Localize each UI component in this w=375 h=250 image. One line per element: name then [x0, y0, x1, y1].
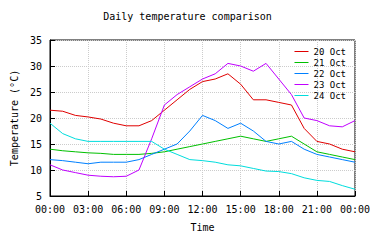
svg-text:21:00: 21:00	[302, 204, 332, 215]
svg-text:18:00: 18:00	[264, 204, 294, 215]
svg-text:Time: Time	[190, 222, 214, 233]
svg-text:23 Oct: 23 Oct	[313, 80, 346, 90]
svg-text:03:00: 03:00	[73, 204, 103, 215]
svg-text:30: 30	[30, 61, 42, 72]
svg-text:22 Oct: 22 Oct	[313, 69, 346, 79]
svg-text:09:00: 09:00	[149, 204, 179, 215]
svg-text:15:00: 15:00	[226, 204, 256, 215]
svg-text:00:00: 00:00	[340, 204, 370, 215]
svg-text:12:00: 12:00	[187, 204, 217, 215]
svg-text:10: 10	[30, 165, 42, 176]
svg-text:Daily temperature comparison: Daily temperature comparison	[103, 11, 272, 22]
svg-text:21 Oct: 21 Oct	[313, 58, 346, 68]
svg-text:06:00: 06:00	[111, 204, 141, 215]
svg-text:35: 35	[30, 35, 42, 46]
svg-text:00:00: 00:00	[35, 204, 65, 215]
svg-text:Temperature (°C): Temperature (°C)	[9, 70, 20, 166]
svg-text:15: 15	[30, 139, 42, 150]
svg-text:24 Oct: 24 Oct	[313, 91, 346, 101]
svg-text:20 Oct: 20 Oct	[313, 47, 346, 57]
svg-text:25: 25	[30, 87, 42, 98]
svg-text:20: 20	[30, 113, 42, 124]
svg-text:5: 5	[36, 191, 42, 202]
